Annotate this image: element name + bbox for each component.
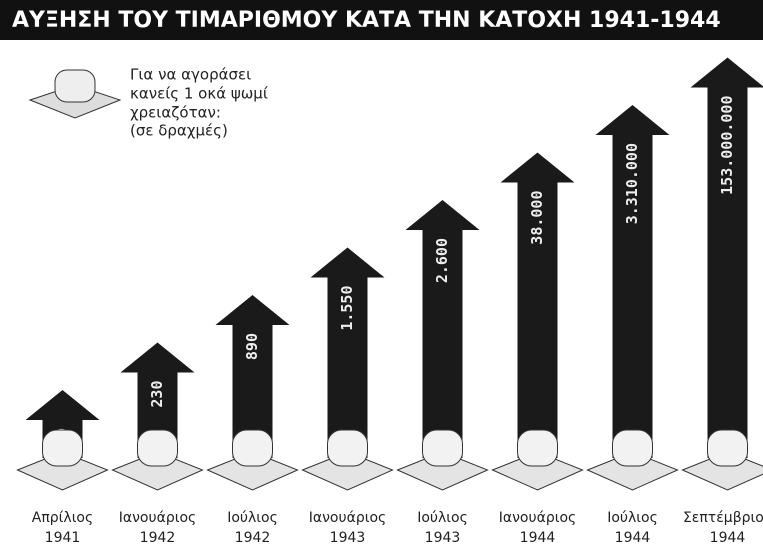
bread [43,430,83,466]
note-line: Για να αγοράσει [130,66,251,84]
x-tick-label: 1943 [425,530,461,546]
x-tick-label: Σεπτέμβριος [683,510,763,526]
value-label: 3.310.000 [623,143,641,224]
x-tick-label: 1942 [140,530,176,546]
bread-icon [208,430,298,490]
value-label: 38.000 [528,191,546,245]
bread-icon [588,430,678,490]
x-tick-label: 1941 [45,530,81,546]
x-tick-label: Ιανουάριος [499,510,576,526]
arrow [311,248,385,459]
bread [233,430,273,466]
legend-icon [30,70,120,118]
x-tick-label: Ιούλιος [607,510,658,526]
x-tick-label: Ιούλιος [227,510,278,526]
bread [138,430,178,466]
bread [708,430,748,466]
bread-icon [398,430,488,490]
value-label: 153.000.000 [718,96,736,195]
bread-icon [683,430,763,490]
bread-icon [493,430,583,490]
bread-icon [18,430,108,490]
note-line: (σε δραχμές) [130,122,228,140]
value-label: 1.550 [338,286,356,331]
value-label: 2.600 [433,238,451,283]
note-line: κανείς 1 οκά ψωμί [130,85,268,103]
x-tick-label: 1944 [520,530,556,546]
bread-icon [113,430,203,490]
chart: ΑΥΞΗΣΗ ΤΟΥ ΤΙΜΑΡΙΘΜΟΥ ΚΑΤΑ ΤΗΝ ΚΑΤΟΧΗ 19… [0,0,763,549]
chart-title: ΑΥΞΗΣΗ ΤΟΥ ΤΙΜΑΡΙΘΜΟΥ ΚΑΤΑ ΤΗΝ ΚΑΤΟΧΗ 19… [12,8,721,33]
x-tick-label: 1942 [235,530,271,546]
x-tick-label: Απρίλιος [32,510,93,526]
bread [613,430,653,466]
note-line: χρειαζόταν: [130,104,221,122]
x-tick-label: 1944 [615,530,651,546]
x-tick-label: 1944 [710,530,746,546]
x-tick-label: Ιανουάριος [309,510,386,526]
bread [518,430,558,466]
x-tick-label: Ιούλιος [417,510,468,526]
bread [423,430,463,466]
bread-icon [303,430,393,490]
value-label: 230 [148,381,166,408]
value-label: 890 [243,333,261,360]
x-tick-label: 1943 [330,530,366,546]
x-tick-label: Ιανουάριος [119,510,196,526]
bread [328,430,368,466]
